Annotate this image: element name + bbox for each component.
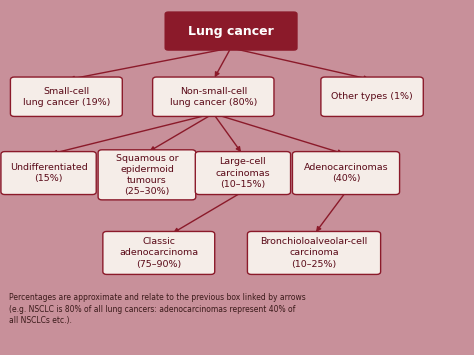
FancyBboxPatch shape — [195, 152, 291, 195]
Text: Large-cell
carcinomas
(10–15%): Large-cell carcinomas (10–15%) — [216, 158, 270, 189]
FancyBboxPatch shape — [164, 11, 298, 51]
Text: Other types (1%): Other types (1%) — [331, 92, 413, 101]
Text: Adenocarcinomas
(40%): Adenocarcinomas (40%) — [304, 163, 388, 183]
Text: Squamous or
epidermoid
tumours
(25–30%): Squamous or epidermoid tumours (25–30%) — [116, 154, 178, 196]
Text: Percentages are approximate and relate to the previous box linked by arrows
(e.g: Percentages are approximate and relate t… — [9, 293, 306, 326]
FancyBboxPatch shape — [10, 77, 122, 116]
Text: Undifferentiated
(15%): Undifferentiated (15%) — [9, 163, 88, 183]
FancyBboxPatch shape — [292, 152, 400, 195]
FancyBboxPatch shape — [153, 77, 274, 116]
Text: Non-small-cell
lung cancer (80%): Non-small-cell lung cancer (80%) — [170, 87, 257, 107]
FancyBboxPatch shape — [103, 231, 215, 274]
Text: Small-cell
lung cancer (19%): Small-cell lung cancer (19%) — [23, 87, 110, 107]
Text: Bronchioloalveolar-cell
carcinoma
(10–25%): Bronchioloalveolar-cell carcinoma (10–25… — [260, 237, 368, 268]
FancyBboxPatch shape — [321, 77, 423, 116]
FancyBboxPatch shape — [247, 231, 381, 274]
Text: Classic
adenocarcinoma
(75–90%): Classic adenocarcinoma (75–90%) — [119, 237, 198, 268]
FancyBboxPatch shape — [1, 152, 96, 195]
Text: Lung cancer: Lung cancer — [188, 24, 274, 38]
FancyBboxPatch shape — [98, 150, 196, 200]
